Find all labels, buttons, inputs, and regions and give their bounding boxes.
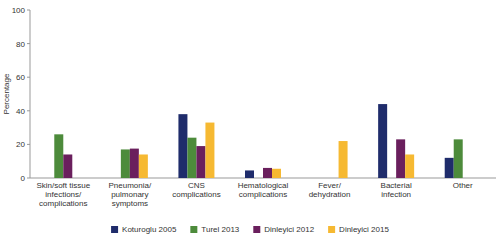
- x-tick-label-line: infections/: [45, 190, 82, 199]
- bar: [187, 138, 196, 178]
- bar: [339, 141, 348, 178]
- chart: 020406080100PercentageSkin/soft tissuein…: [0, 0, 500, 243]
- bar: [378, 104, 387, 178]
- legend-label: Dinleyici 2012: [264, 225, 314, 234]
- legend-label: Turel 2013: [201, 225, 240, 234]
- x-tick-label-line: pulmonary: [111, 190, 148, 199]
- x-tick-label-line: Hematological: [238, 181, 289, 190]
- y-tick-label: 40: [16, 107, 25, 116]
- bar: [205, 123, 214, 178]
- bar: [263, 168, 272, 178]
- x-tick-label-line: Bacterial: [381, 181, 412, 190]
- legend-label: Koturoglu 2005: [122, 225, 177, 234]
- x-tick-label-line: Skin/soft tissue: [36, 181, 90, 190]
- y-tick-label: 60: [16, 73, 25, 82]
- legend: Koturoglu 2005 Turel 2013 Dinleyici 2012 Di…: [111, 225, 389, 234]
- bar: [196, 146, 205, 178]
- x-tick-label-line: infection: [381, 190, 411, 199]
- legend-swatch: [190, 226, 197, 233]
- x-tick-label-line: symptoms: [112, 199, 148, 208]
- x-tick-label: Fever/dehydration: [309, 181, 351, 199]
- x-tick-label-line: Fever/: [318, 181, 341, 190]
- x-tick-label: Bacterialinfection: [381, 181, 412, 199]
- y-tick-label: 100: [12, 6, 26, 15]
- bar: [245, 170, 254, 178]
- bar: [139, 154, 148, 178]
- x-tick-label-line: complications: [239, 190, 287, 199]
- bar: [130, 149, 139, 178]
- bar: [445, 158, 454, 178]
- bar: [54, 134, 63, 178]
- x-tick-label-line: Other: [453, 181, 473, 190]
- x-tick-label-line: CNS: [188, 181, 205, 190]
- x-tick-label: Hematologicalcomplications: [238, 181, 289, 199]
- x-tick-label: Skin/soft tissueinfections/complications: [36, 181, 90, 208]
- legend-swatch: [253, 226, 260, 233]
- x-tick-label: Other: [453, 181, 473, 190]
- bar: [178, 114, 187, 178]
- x-tick-label: Pneumonia/pulmonarysymptoms: [109, 181, 152, 208]
- legend-swatch: [328, 226, 335, 233]
- legend-label: Dinleyici 2015: [339, 225, 389, 234]
- bar: [405, 154, 414, 178]
- bar: [63, 154, 72, 178]
- x-tick-label-line: Pneumonia/: [109, 181, 152, 190]
- bar: [396, 139, 405, 178]
- x-tick-label-line: complications: [172, 190, 220, 199]
- bars: [54, 104, 462, 178]
- y-tick-label: 0: [21, 174, 26, 183]
- x-tick-label-line: dehydration: [309, 190, 351, 199]
- bar: [121, 149, 130, 178]
- y-axis: [30, 10, 31, 178]
- bar: [272, 169, 281, 178]
- y-axis-title: Percentage: [2, 73, 11, 114]
- x-tick-label-line: complications: [39, 199, 87, 208]
- y-tick-label: 20: [16, 140, 25, 149]
- x-tick-label: CNScomplications: [172, 181, 220, 199]
- bar: [454, 139, 463, 178]
- legend-swatch: [111, 226, 118, 233]
- y-tick-label: 80: [16, 40, 25, 49]
